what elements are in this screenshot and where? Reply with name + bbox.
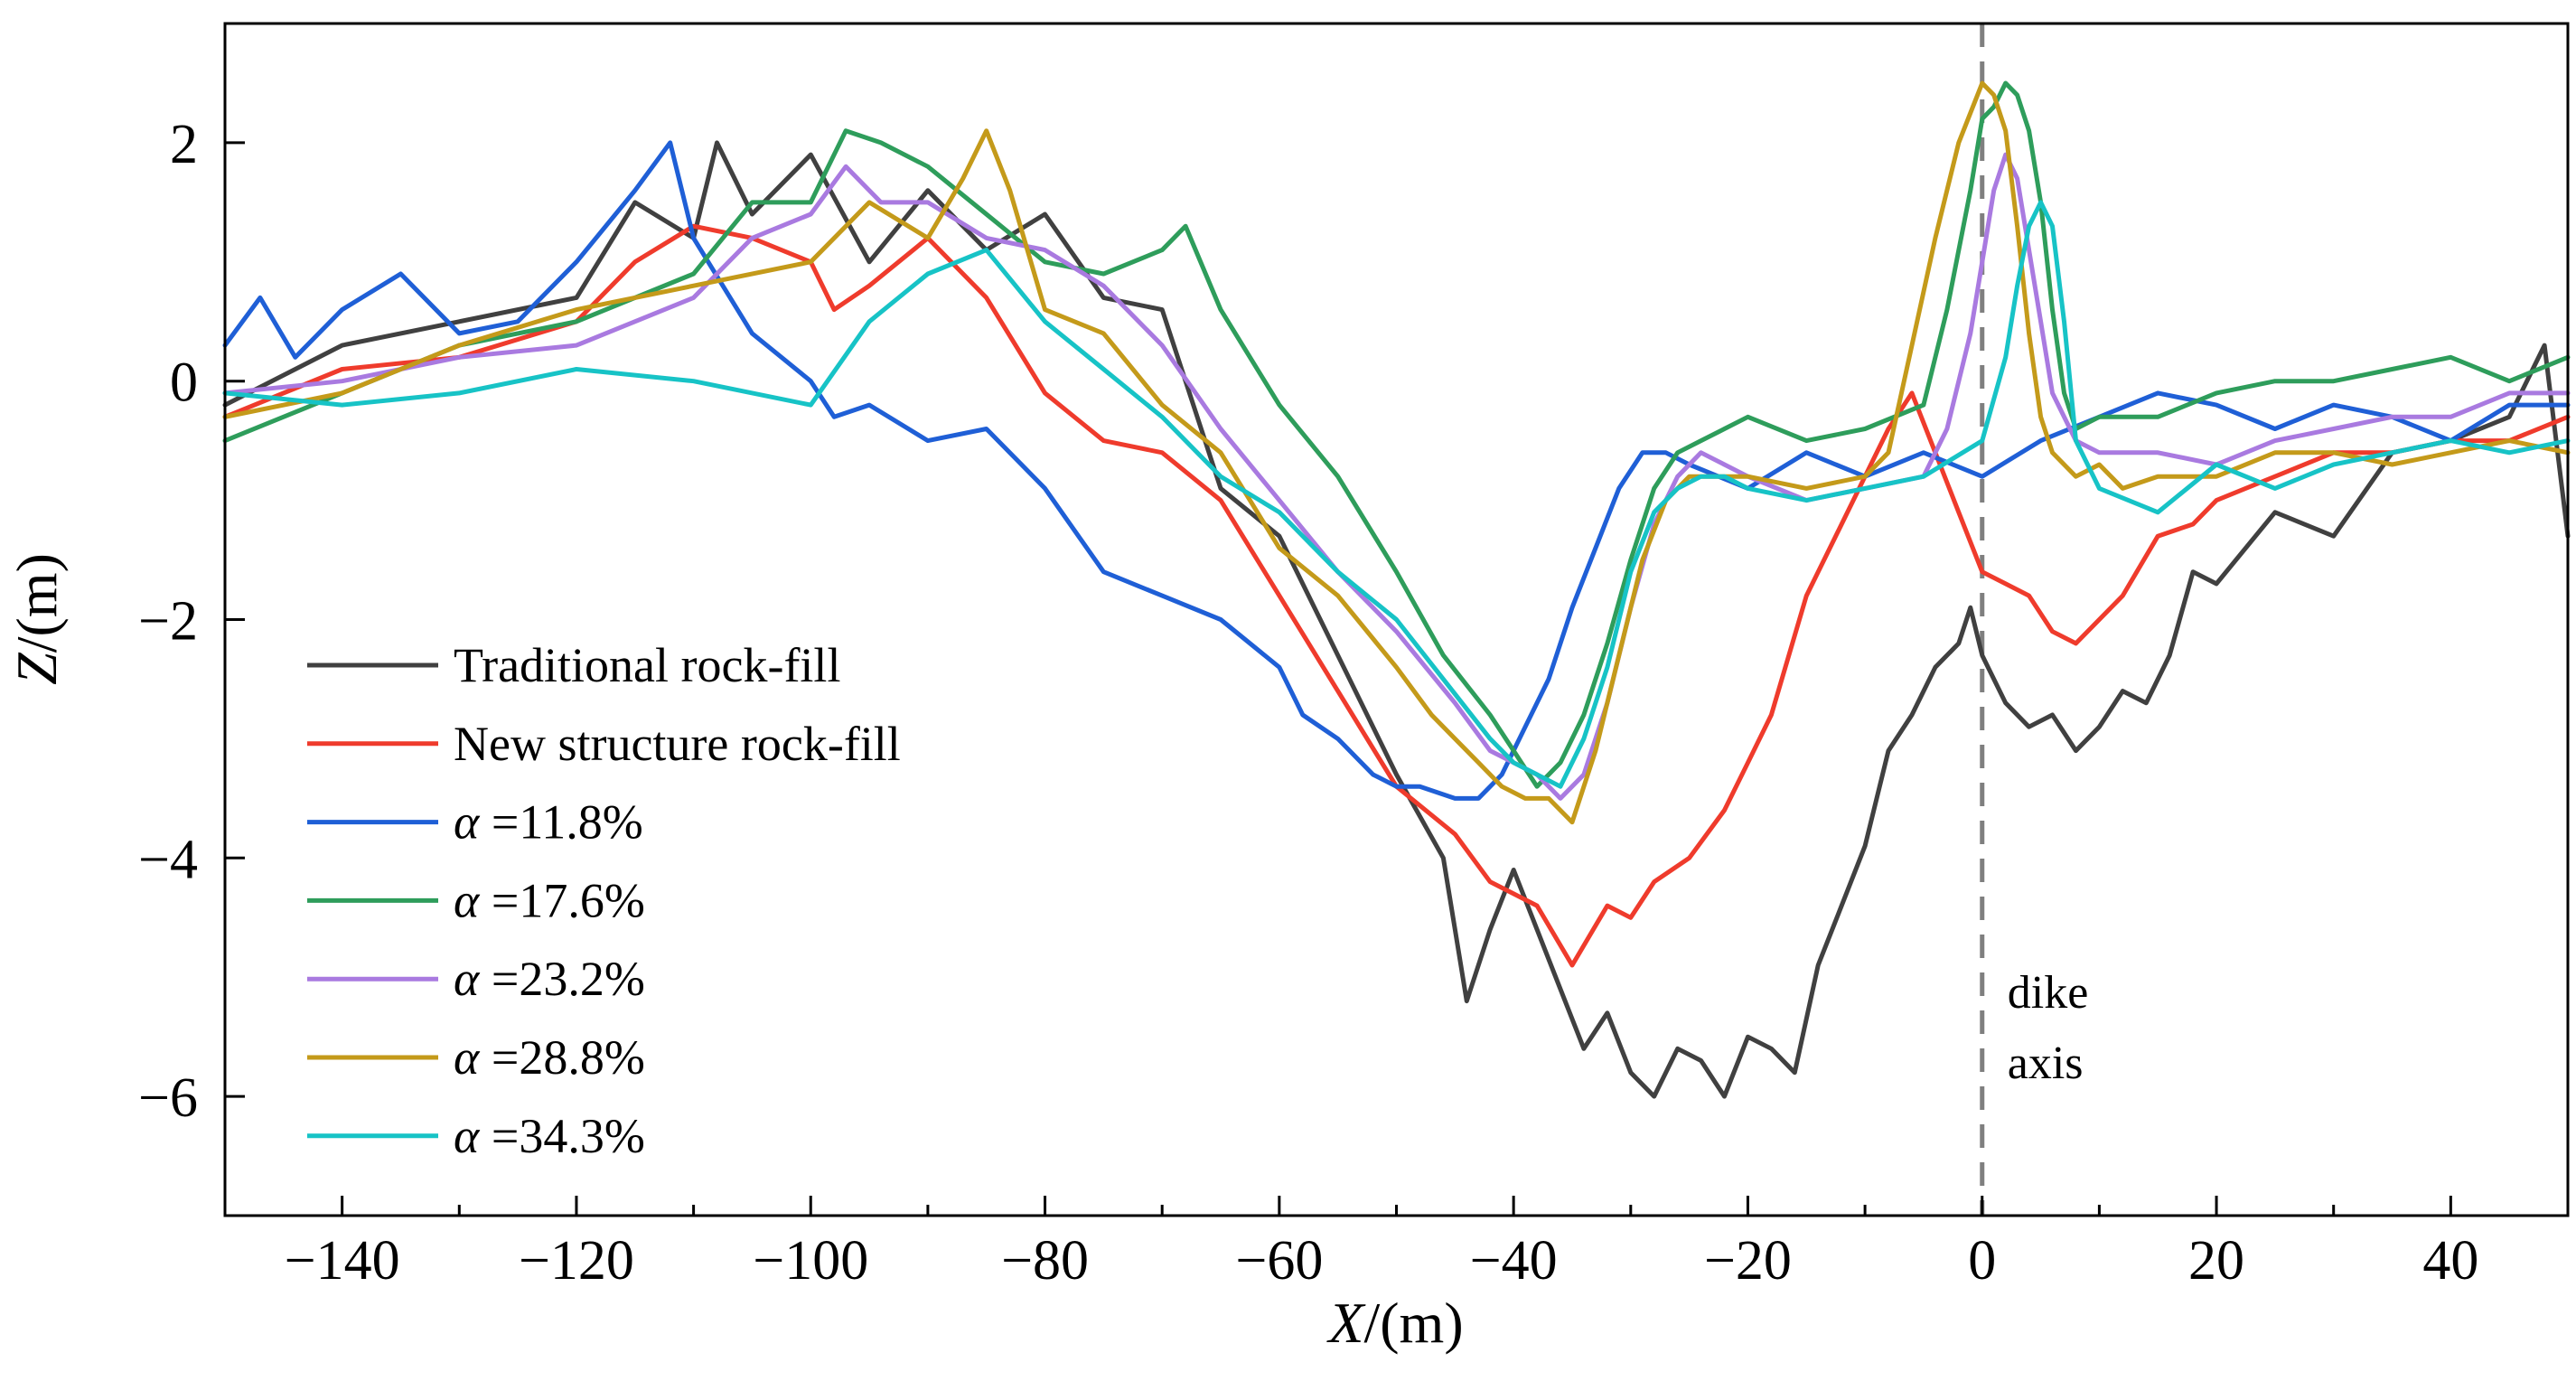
- legend-symbol-3: α: [454, 873, 481, 927]
- y-tick-label: −6: [138, 1067, 198, 1129]
- x-axis-title-unit: /(m): [1363, 1291, 1463, 1355]
- dike-axis-annotation: dike axis: [1980, 23, 2089, 1216]
- legend-label-5: α =28.8%: [454, 1030, 645, 1085]
- y-tick-label: −4: [138, 829, 198, 890]
- series-line-2: [222, 140, 2571, 801]
- legend-label-4: α =23.2%: [454, 952, 645, 1006]
- legend-text-5: =28.8%: [479, 1030, 644, 1085]
- legend-label-2: α =11.8%: [454, 795, 643, 850]
- x-tick-label: −40: [1470, 1230, 1558, 1292]
- x-tick-label: −120: [519, 1230, 634, 1292]
- x-tick-label: −140: [285, 1230, 400, 1292]
- legend-text-2: =11.8%: [479, 795, 642, 850]
- legend-symbol-2: α: [454, 795, 481, 850]
- x-tick-label: −20: [1704, 1230, 1792, 1292]
- legend-text-3: =17.6%: [479, 873, 644, 927]
- legend-text-6: =34.3%: [479, 1109, 644, 1163]
- y-tick-label: −2: [138, 591, 198, 653]
- y-tick-label: 2: [170, 114, 198, 175]
- legend-text-4: =23.2%: [479, 952, 644, 1006]
- legend-label-6: α =34.3%: [454, 1109, 645, 1163]
- x-tick-label: −80: [1001, 1230, 1089, 1292]
- legend-symbol-4: α: [454, 952, 481, 1006]
- y-axis-title-unit: /(m): [5, 553, 69, 653]
- x-tick-label: 0: [1968, 1230, 1996, 1292]
- x-tick-label: −100: [753, 1230, 868, 1292]
- dike-axis-label-line2: axis: [2008, 1038, 2084, 1089]
- legend-label-1: New structure rock-fill: [454, 717, 901, 771]
- legend-symbol-5: α: [454, 1030, 481, 1085]
- series-line-6: [222, 200, 2571, 789]
- x-tick-label: 40: [2422, 1230, 2478, 1292]
- legend-text-1: New structure rock-fill: [454, 717, 901, 771]
- x-tick-label: 20: [2188, 1230, 2244, 1292]
- x-axis-title: X/(m): [1325, 1291, 1463, 1355]
- legend-label-3: α =17.6%: [454, 873, 645, 927]
- x-axis-ticks: −140 −120 −100 −80 −60 −40 −20 0 20 40: [223, 1196, 2570, 1292]
- legend: Traditional rock-fill New structure rock-…: [307, 638, 901, 1163]
- series-line-1: [222, 223, 2571, 968]
- series-line-0: [222, 140, 2571, 1099]
- dike-axis-label-line1: dike: [2008, 967, 2089, 1019]
- x-tick-label: −60: [1235, 1230, 1323, 1292]
- y-axis-title-var: Z: [5, 652, 69, 685]
- series-line-5: [222, 80, 2571, 825]
- legend-text-0: Traditional rock-fill: [454, 638, 840, 692]
- y-axis-title: Z/(m): [5, 553, 69, 685]
- y-axis-ticks: −6 −4 −2 0 2: [138, 114, 245, 1129]
- y-tick-label: 0: [170, 352, 198, 414]
- x-axis-title-var: X: [1325, 1291, 1366, 1355]
- legend-symbol-6: α: [454, 1109, 481, 1163]
- series-layer: [222, 80, 2571, 1099]
- legend-label-0: Traditional rock-fill: [454, 638, 840, 692]
